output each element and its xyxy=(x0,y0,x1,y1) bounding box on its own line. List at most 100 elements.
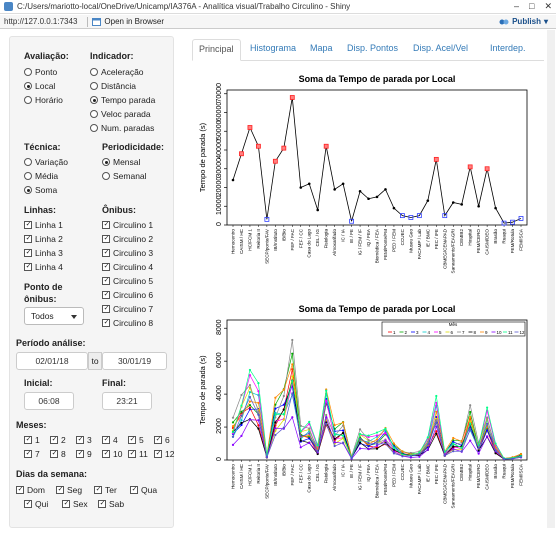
checkbox[interactable] xyxy=(16,486,24,494)
checkbox-linha-4[interactable]: Linha 4 xyxy=(24,262,63,272)
checkbox-circulino-2[interactable]: Circulino 2 xyxy=(102,234,153,244)
checkbox[interactable] xyxy=(98,500,106,508)
radio-button[interactable] xyxy=(90,124,98,132)
checkbox[interactable] xyxy=(128,450,136,458)
checkbox[interactable] xyxy=(102,305,110,313)
radio-button[interactable] xyxy=(102,158,110,166)
checkbox-circulino-7[interactable]: Circulino 7 xyxy=(102,304,153,314)
checkbox[interactable] xyxy=(130,486,138,494)
checkbox[interactable] xyxy=(24,221,32,229)
checkbox-dia-qui[interactable]: Qui xyxy=(24,499,48,509)
radio-button[interactable] xyxy=(24,82,32,90)
vertical-scrollbar[interactable] xyxy=(547,30,555,528)
checkbox[interactable] xyxy=(102,235,110,243)
publish-button[interactable]: Publish ▾ xyxy=(499,17,548,26)
checkbox-linha-2[interactable]: Linha 2 xyxy=(24,234,63,244)
radio-indicador-tempo-parada[interactable]: Tempo parada xyxy=(90,95,155,105)
checkbox-mes-1[interactable]: 1 xyxy=(24,435,40,445)
radio-button[interactable] xyxy=(102,172,110,180)
radio-indicador-distancia[interactable]: Distância xyxy=(90,81,136,91)
checkbox-mes-7[interactable]: 7 xyxy=(24,449,40,459)
radio-button[interactable] xyxy=(24,186,32,194)
tab-histograma[interactable]: Histograma xyxy=(250,43,297,53)
checkbox-dia-seg[interactable]: Seg xyxy=(56,485,82,495)
checkbox-mes-9[interactable]: 9 xyxy=(76,449,92,459)
checkbox[interactable] xyxy=(102,319,110,327)
checkbox[interactable] xyxy=(102,436,110,444)
checkbox-dia-dom[interactable]: Dom xyxy=(16,485,45,495)
radio-avaliacao-local[interactable]: Local xyxy=(24,81,55,91)
checkbox-mes-6[interactable]: 6 xyxy=(154,435,170,445)
checkbox[interactable] xyxy=(102,249,110,257)
checkbox[interactable] xyxy=(154,436,162,444)
radio-indicador-num-paradas[interactable]: Num. paradas xyxy=(90,123,154,133)
radio-avaliacao-ponto[interactable]: Ponto xyxy=(24,67,57,77)
checkbox-linha-3[interactable]: Linha 3 xyxy=(24,248,63,258)
radio-periodicidade-semanal[interactable]: Semanal xyxy=(102,171,147,181)
checkbox[interactable] xyxy=(24,263,32,271)
open-in-browser-button[interactable]: Open in Browser xyxy=(92,17,164,26)
radio-button[interactable] xyxy=(24,172,32,180)
checkbox-circulino-8[interactable]: Circulino 8 xyxy=(102,318,153,328)
ponto-select[interactable]: Todos xyxy=(24,307,84,325)
checkbox[interactable] xyxy=(76,436,84,444)
checkbox-mes-5[interactable]: 5 xyxy=(128,435,144,445)
radio-button[interactable] xyxy=(90,82,98,90)
inicial-time-input[interactable]: 06:08 xyxy=(24,392,74,410)
checkbox[interactable] xyxy=(24,500,32,508)
checkbox-mes-3[interactable]: 3 xyxy=(76,435,92,445)
radio-avaliacao-horario[interactable]: Horário xyxy=(24,95,63,105)
checkbox-circulino-1[interactable]: Circulino 1 xyxy=(102,220,153,230)
checkbox-linha-1[interactable]: Linha 1 xyxy=(24,220,63,230)
tab-interdep[interactable]: Interdep. xyxy=(490,43,526,53)
checkbox-dia-sex[interactable]: Sex xyxy=(62,499,88,509)
checkbox[interactable] xyxy=(94,486,102,494)
tab-mapa[interactable]: Mapa xyxy=(310,43,333,53)
checkbox[interactable] xyxy=(102,277,110,285)
date-start-input[interactable]: 02/01/18 xyxy=(16,352,88,370)
radio-indicador-veloc-parada[interactable]: Veloc parada xyxy=(90,109,151,119)
checkbox[interactable] xyxy=(102,221,110,229)
radio-button[interactable] xyxy=(90,110,98,118)
date-end-input[interactable]: 30/01/19 xyxy=(102,352,167,370)
checkbox[interactable] xyxy=(102,263,110,271)
radio-tecnica-media[interactable]: Média xyxy=(24,171,58,181)
checkbox[interactable] xyxy=(56,486,64,494)
checkbox[interactable] xyxy=(128,436,136,444)
checkbox-dia-ter[interactable]: Ter xyxy=(94,485,117,495)
radio-button[interactable] xyxy=(24,158,32,166)
final-time-input[interactable]: 23:21 xyxy=(102,392,152,410)
close-icon[interactable]: ✕ xyxy=(544,1,552,11)
tab-disp-acel-vel[interactable]: Disp. Acel/Vel xyxy=(413,43,469,53)
checkbox-mes-10[interactable]: 10 xyxy=(102,449,122,459)
radio-button[interactable] xyxy=(24,96,32,104)
radio-button[interactable] xyxy=(90,68,98,76)
checkbox-circulino-5[interactable]: Circulino 5 xyxy=(102,276,153,286)
checkbox-mes-2[interactable]: 2 xyxy=(50,435,66,445)
checkbox-circulino-4[interactable]: Circulino 4 xyxy=(102,262,153,272)
radio-button[interactable] xyxy=(90,96,98,104)
checkbox[interactable] xyxy=(102,291,110,299)
checkbox-dia-qua[interactable]: Qua xyxy=(130,485,157,495)
minimize-icon[interactable]: – xyxy=(514,1,520,11)
checkbox[interactable] xyxy=(50,436,58,444)
checkbox[interactable] xyxy=(154,450,162,458)
radio-tecnica-variacao[interactable]: Variação xyxy=(24,157,68,167)
checkbox[interactable] xyxy=(62,500,70,508)
checkbox-mes-4[interactable]: 4 xyxy=(102,435,118,445)
checkbox[interactable] xyxy=(24,249,32,257)
radio-periodicidade-mensal[interactable]: Mensal xyxy=(102,157,140,167)
radio-indicador-aceleracao[interactable]: Aceleração xyxy=(90,67,144,77)
maximize-icon[interactable]: □ xyxy=(529,1,535,11)
checkbox-dia-sab[interactable]: Sab xyxy=(98,499,124,509)
checkbox[interactable] xyxy=(50,450,58,458)
checkbox-circulino-6[interactable]: Circulino 6 xyxy=(102,290,153,300)
checkbox[interactable] xyxy=(102,450,110,458)
tab-disp-pontos[interactable]: Disp. Pontos xyxy=(347,43,399,53)
checkbox[interactable] xyxy=(24,436,32,444)
checkbox[interactable] xyxy=(24,235,32,243)
checkbox-mes-11[interactable]: 11 xyxy=(128,449,148,459)
checkbox[interactable] xyxy=(24,450,32,458)
checkbox[interactable] xyxy=(76,450,84,458)
checkbox-mes-8[interactable]: 8 xyxy=(50,449,66,459)
